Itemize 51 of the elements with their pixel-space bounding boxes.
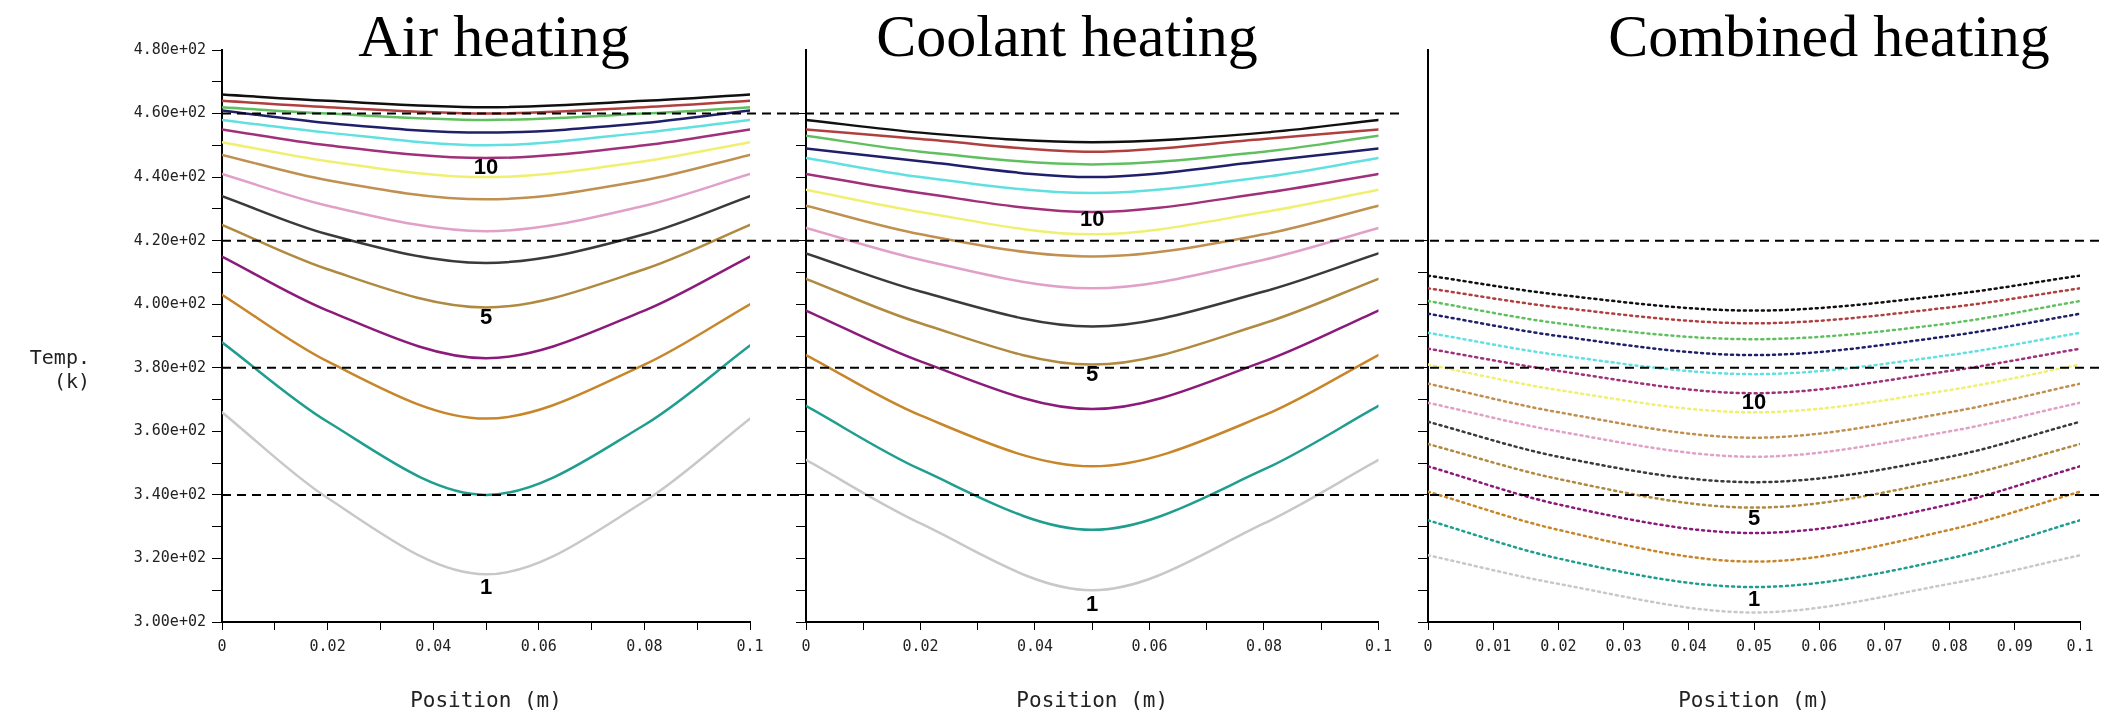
- annotation: 10: [1741, 389, 1767, 415]
- x-tick-label: 0.08: [626, 636, 663, 655]
- x-axis-title: Position (m): [1016, 687, 1169, 712]
- annotation: 1: [479, 574, 493, 600]
- x-tick-label: 0.07: [1866, 636, 1903, 655]
- chart-title: Air heating: [358, 3, 630, 69]
- y-tick-label: 4.20e+02: [133, 230, 206, 249]
- y-tick-label: 4.40e+02: [133, 167, 206, 185]
- x-tick-label: 0.04: [415, 636, 452, 655]
- x-tick-label: 0.05: [1735, 636, 1773, 655]
- x-tick-label: 0.08: [1245, 636, 1283, 655]
- x-tick-label: 0.08: [1931, 636, 1968, 655]
- y-tick-label: 3.80e+02: [133, 357, 206, 376]
- y-tick-label: 4.80e+02: [133, 39, 206, 58]
- x-tick-label: 0.01: [1475, 636, 1512, 655]
- x-tick-label: 0.04: [1670, 636, 1707, 655]
- annotation: 10: [473, 154, 499, 180]
- annotation: 10: [1079, 206, 1105, 232]
- annotation: 5: [479, 304, 493, 330]
- y-tick-label: 4.00e+02: [133, 294, 206, 313]
- x-tick-label: 0.06: [1131, 636, 1168, 655]
- y-tick-label: 4.60e+02: [133, 103, 206, 122]
- x-tick-label: 0.1: [1364, 636, 1392, 655]
- y-tick-label: 3.40e+02: [133, 484, 206, 503]
- y-tick-label: 3.60e+02: [133, 421, 206, 440]
- x-tick-label: 0.1: [2066, 636, 2094, 655]
- x-tick-label: 0.04: [1016, 636, 1054, 655]
- x-tick-label: 0.1: [736, 636, 764, 655]
- line-series: [222, 341, 750, 497]
- x-tick-label: 0.06: [1801, 636, 1838, 655]
- y-tick-label: 3.00e+02: [133, 611, 206, 630]
- annotation: 5: [1747, 505, 1761, 531]
- x-tick-label: 0: [217, 636, 227, 655]
- x-tick-label: 0: [1423, 636, 1433, 655]
- y-tick-label: 3.20e+02: [133, 548, 206, 567]
- y-axis-title: Temp. (k): [28, 345, 90, 393]
- line-series: [222, 293, 750, 420]
- line-series: [222, 411, 750, 576]
- x-axis-title: Position (m): [410, 687, 562, 712]
- x-tick-label: 0.02: [902, 636, 939, 655]
- x-tick-label: 0.09: [1996, 636, 2033, 655]
- x-tick-label: 0.02: [1540, 636, 1577, 655]
- x-tick-label: 0.03: [1605, 636, 1642, 655]
- x-tick-label: 0: [801, 636, 811, 655]
- chart-title: Coolant heating: [875, 2, 1259, 71]
- x-axis-title: Position (m): [1678, 687, 1830, 712]
- chart-title: Combined heating: [1607, 2, 2051, 71]
- x-tick-label: 0.02: [309, 636, 346, 655]
- annotation: 1: [1747, 586, 1761, 612]
- annotation: 1: [1086, 591, 1099, 617]
- x-tick-label: 0.06: [520, 636, 557, 655]
